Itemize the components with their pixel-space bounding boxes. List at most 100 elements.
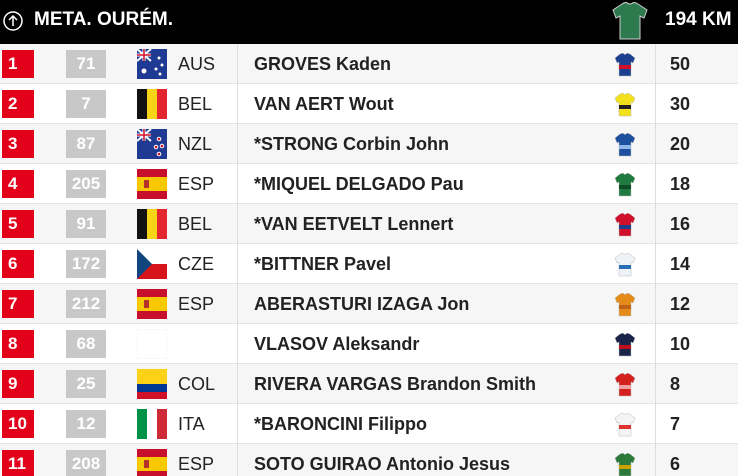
divider [655, 204, 656, 244]
result-row: 3 87 NZL *STRONG Corbin John 20 [0, 124, 738, 164]
points: 50 [670, 54, 691, 74]
points: 8 [670, 374, 681, 394]
divider [655, 44, 656, 84]
country-flag [137, 249, 167, 284]
result-row: 4 205 ESP *MIQUEL DELGADO Pau 18 [0, 164, 738, 204]
country-code: NZL [178, 134, 213, 154]
points: 14 [670, 254, 691, 274]
result-row: 10 12 ITA *BARONCINI Filippo 7 [0, 404, 738, 444]
result-row: 5 91 BEL *VAN EETVELT Lennert 16 [0, 204, 738, 244]
rank-badge: 11 [2, 450, 34, 476]
bib-number: 172 [66, 250, 106, 278]
country-code: BEL [178, 94, 213, 114]
rider-name: *VAN EETVELT Lennert [254, 214, 454, 234]
divider [655, 84, 656, 124]
country-flag [137, 369, 167, 404]
rider-name: ABERASTURI IZAGA Jon [254, 294, 470, 314]
country-code: COL [178, 374, 216, 394]
rank-badge: 1 [2, 50, 34, 78]
header: META. OURÉM. 194 KM [0, 0, 738, 44]
team-jersey [614, 452, 636, 476]
bib-number: 208 [66, 450, 106, 476]
points: 10 [670, 334, 691, 354]
points: 18 [670, 174, 691, 194]
bib-number: 87 [66, 130, 106, 158]
rider-name: RIVERA VARGAS Brandon Smith [254, 374, 537, 394]
divider [237, 444, 238, 476]
points: 20 [670, 134, 691, 154]
divider [655, 364, 656, 404]
country-flag [137, 289, 167, 324]
team-jersey [614, 412, 636, 442]
result-row: 9 25 COL RIVERA VARGAS Brandon Smith 8 [0, 364, 738, 404]
country-flag [136, 48, 167, 84]
bib-number: 7 [66, 90, 106, 118]
team-jersey [614, 172, 636, 202]
result-row: 7 212 ESP ABERASTURI IZAGA Jon 12 [0, 284, 738, 324]
divider [237, 204, 238, 244]
rider-name: *MIQUEL DELGADO Pau [254, 174, 464, 194]
rider-name: GROVES Kaden [254, 54, 392, 74]
bib-number: 12 [66, 410, 106, 438]
points: 30 [670, 94, 691, 114]
divider [237, 244, 238, 284]
rank-badge: 7 [2, 290, 34, 318]
team-jersey [614, 372, 636, 402]
toggle-icon[interactable] [2, 10, 24, 32]
team-jersey [614, 92, 636, 122]
team-jersey [614, 212, 636, 242]
divider [655, 444, 656, 476]
rider-name: VLASOV Aleksandr [254, 334, 420, 354]
country-flag [137, 89, 167, 124]
team-jersey [614, 132, 636, 162]
stage-title: META. OURÉM. [34, 9, 173, 30]
country-code: ESP [178, 454, 215, 474]
rank-badge: 8 [2, 330, 34, 358]
rider-name: *BARONCINI Filippo [254, 414, 427, 434]
result-row: 1 71 AUS GROVES Kaden 50 [0, 44, 738, 84]
result-row: 8 68 VLASOV Aleksandr 10 [0, 324, 738, 364]
divider [655, 324, 656, 364]
result-row: 11 208 ESP SOTO GUIRAO Antonio Jesus 6 [0, 444, 738, 476]
country-code: AUS [178, 54, 216, 74]
divider [237, 284, 238, 324]
team-jersey [614, 252, 636, 282]
divider [237, 324, 238, 364]
divider [655, 164, 656, 204]
rider-name: *STRONG Corbin John [254, 134, 449, 154]
rider-name: *BITTNER Pavel [254, 254, 392, 274]
bib-number: 205 [66, 170, 106, 198]
team-jersey [614, 292, 636, 322]
country-code: ESP [178, 294, 215, 314]
divider [237, 364, 238, 404]
bib-number: 25 [66, 370, 106, 398]
points: 12 [670, 294, 691, 314]
divider [237, 164, 238, 204]
team-jersey [614, 52, 636, 82]
result-row: 6 172 CZE *BITTNER Pavel 14 [0, 244, 738, 284]
team-jersey [614, 332, 636, 362]
bib-number: 91 [66, 210, 106, 238]
rider-name: SOTO GUIRAO Antonio Jesus [254, 454, 511, 474]
country-flag [137, 169, 167, 204]
country-code: BEL [178, 214, 213, 234]
country-flag [137, 409, 167, 444]
result-row: 2 7 BEL VAN AERT Wout 30 [0, 84, 738, 124]
country-flag [137, 209, 167, 244]
divider [655, 244, 656, 284]
bib-number: 68 [66, 330, 106, 358]
country-flag [136, 128, 167, 164]
rank-badge: 9 [2, 370, 34, 398]
bib-number: 212 [66, 290, 106, 318]
divider [237, 404, 238, 444]
country-flag [136, 328, 168, 364]
rank-badge: 3 [2, 130, 34, 158]
green-jersey-icon [612, 2, 648, 40]
points: 6 [670, 454, 681, 474]
country-code: ESP [178, 174, 215, 194]
divider [237, 124, 238, 164]
divider [237, 84, 238, 124]
rider-name: VAN AERT Wout [254, 94, 394, 114]
rank-badge: 6 [2, 250, 34, 278]
